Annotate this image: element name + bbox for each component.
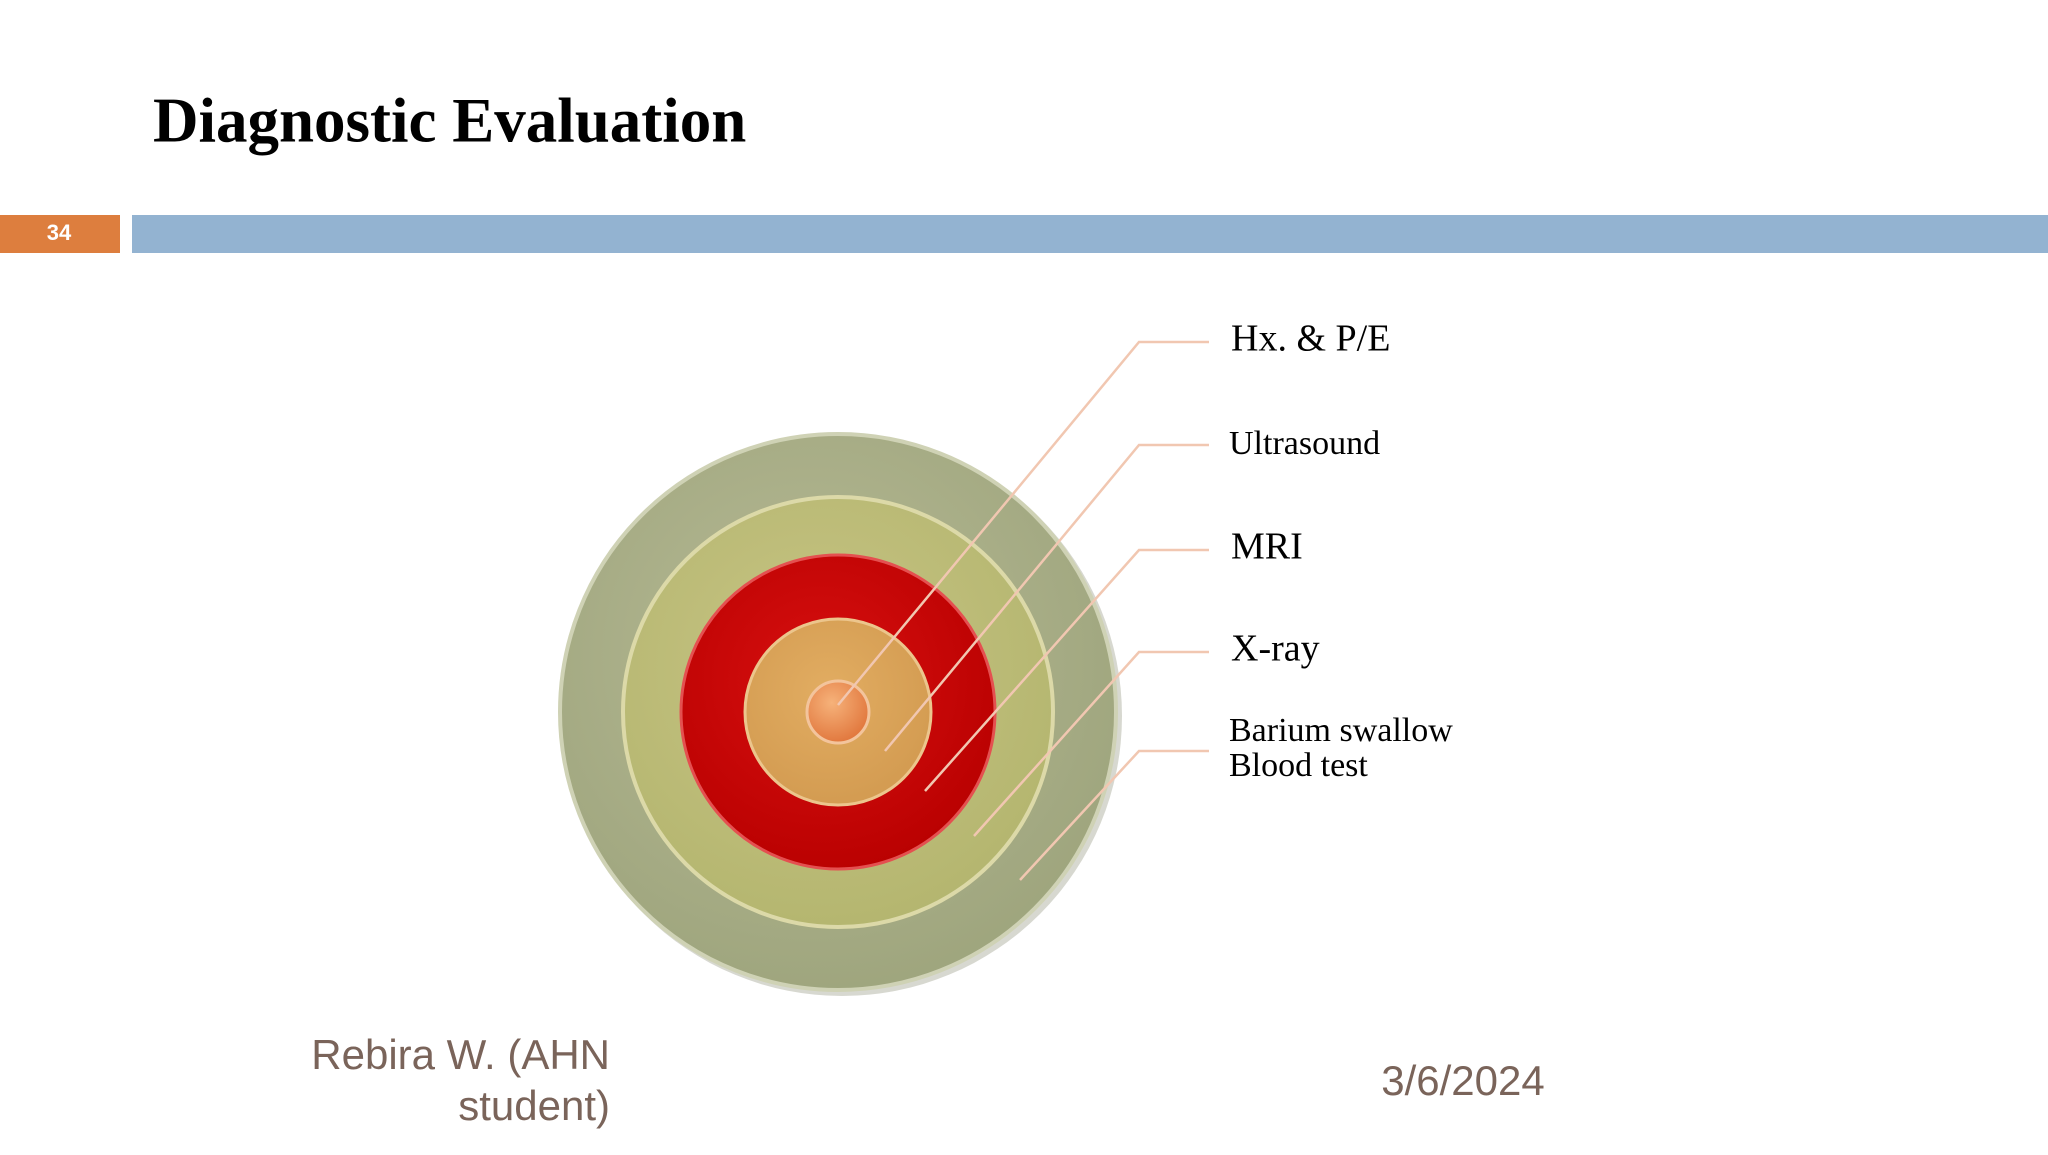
header-bar (132, 215, 2048, 253)
footer-author: student) (458, 1082, 610, 1129)
leader-line (924, 548, 1209, 792)
item-label: MRI (1231, 526, 1303, 568)
slide-number: 34 (47, 220, 72, 245)
leader-line (1019, 749, 1209, 881)
leader-lines (837, 340, 1209, 881)
leader-line (837, 340, 1209, 706)
concentric-diagram (558, 432, 1122, 996)
item-label: Ultrasound (1229, 425, 1380, 462)
item-label: X-ray (1231, 628, 1320, 670)
slide-number-bar (0, 215, 120, 253)
item-label: Barium swallow (1229, 712, 1453, 749)
slide-title: Diagnostic Evaluation (153, 85, 746, 155)
item-label: Hx. & P/E (1231, 318, 1390, 360)
item-label: Blood test (1229, 747, 1368, 784)
leader-line (973, 650, 1209, 837)
leader-line (884, 443, 1209, 752)
footer-date: 3/6/2024 (1381, 1057, 1545, 1104)
footer-author: Rebira W. (AHN (311, 1031, 610, 1078)
core (805, 679, 871, 745)
